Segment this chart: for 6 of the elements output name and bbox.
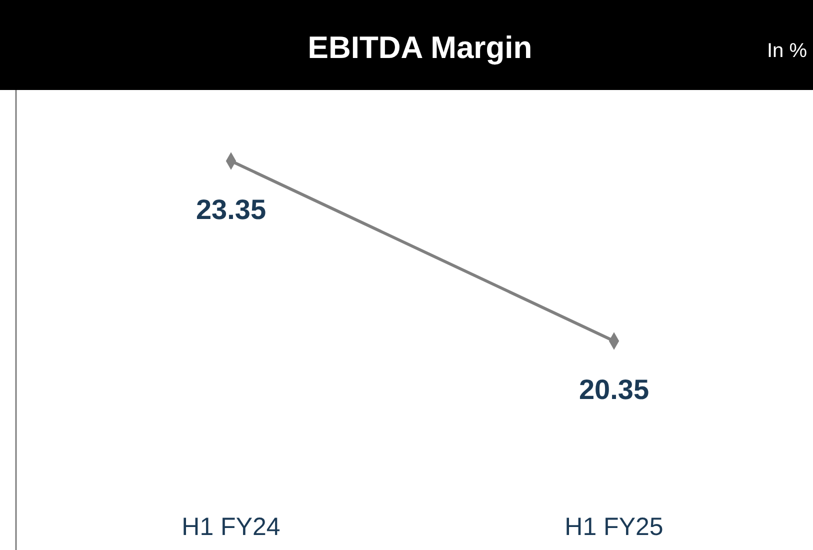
x-tick-label: H1 FY25: [564, 513, 664, 541]
chart-title: EBITDA Margin: [308, 30, 532, 65]
x-tick-label: H1 FY24: [182, 513, 280, 541]
chart-subtitle: In %: [766, 40, 808, 62]
data-label: 23.35: [196, 194, 266, 225]
data-label: 20.35: [578, 374, 650, 405]
